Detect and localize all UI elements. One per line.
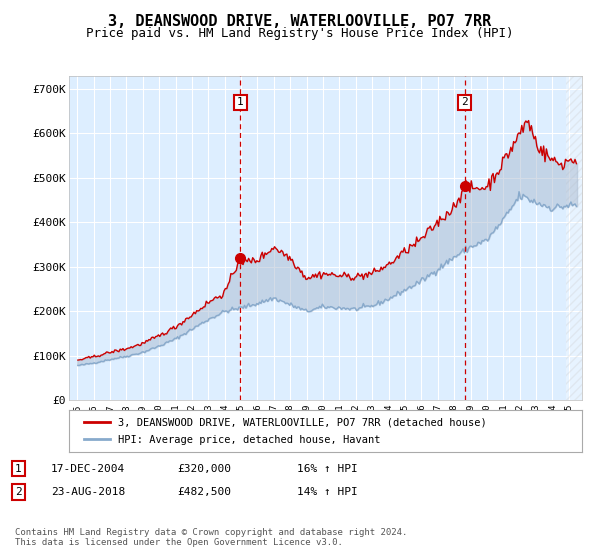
Text: £482,500: £482,500 — [177, 487, 231, 497]
Text: 23-AUG-2018: 23-AUG-2018 — [51, 487, 125, 497]
Text: 2: 2 — [461, 97, 468, 108]
Bar — [566, 76, 582, 400]
Text: 2: 2 — [15, 487, 22, 497]
Text: 17-DEC-2004: 17-DEC-2004 — [51, 464, 125, 474]
Legend: 3, DEANSWOOD DRIVE, WATERLOOVILLE, PO7 7RR (detached house), HPI: Average price,: 3, DEANSWOOD DRIVE, WATERLOOVILLE, PO7 7… — [79, 414, 491, 449]
Text: £320,000: £320,000 — [177, 464, 231, 474]
Text: 1: 1 — [237, 97, 244, 108]
Text: Contains HM Land Registry data © Crown copyright and database right 2024.
This d: Contains HM Land Registry data © Crown c… — [15, 528, 407, 547]
Text: 3, DEANSWOOD DRIVE, WATERLOOVILLE, PO7 7RR: 3, DEANSWOOD DRIVE, WATERLOOVILLE, PO7 7… — [109, 14, 491, 29]
Text: 16% ↑ HPI: 16% ↑ HPI — [297, 464, 358, 474]
Text: Price paid vs. HM Land Registry's House Price Index (HPI): Price paid vs. HM Land Registry's House … — [86, 27, 514, 40]
Text: 14% ↑ HPI: 14% ↑ HPI — [297, 487, 358, 497]
Text: 1: 1 — [15, 464, 22, 474]
